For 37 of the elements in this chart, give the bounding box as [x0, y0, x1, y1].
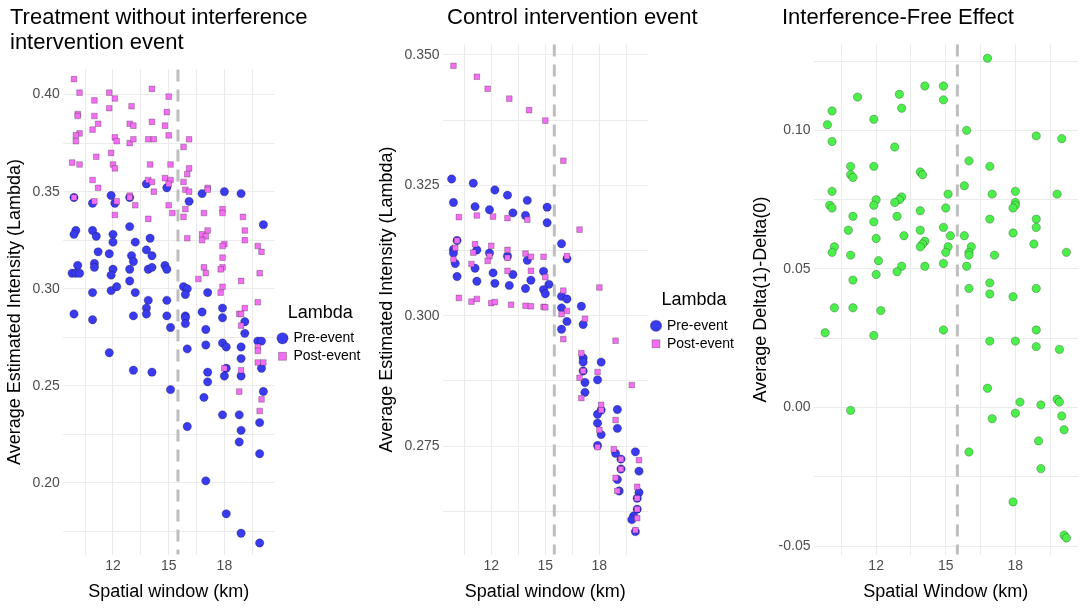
y-tick-label: 0.350 [404, 45, 440, 62]
y-tick-label: 0.30 [32, 279, 61, 296]
y-axis-title: Average Estimated Intensity (Lambda) [3, 159, 24, 465]
legend-label: Pre-event [293, 329, 355, 346]
x-tick-label: 18 [216, 556, 233, 573]
legend-label: Post-event [667, 334, 735, 351]
y-tick-label: 0.10 [783, 121, 811, 138]
y-tick-label: 0.00 [783, 398, 811, 415]
y-tick-label: 0.275 [404, 436, 440, 453]
y-tick-label: 0.325 [404, 176, 440, 193]
legend-label: Post-event [293, 347, 361, 364]
chart-title: Treatment without interference intervention event [9, 3, 309, 56]
x-axis-title: Spatial window (km) [464, 581, 626, 602]
x-tick-label: 12 [105, 556, 121, 573]
y-tick-label: 0.40 [32, 85, 61, 102]
x-tick-label: 15 [937, 556, 954, 573]
x-tick-label: 18 [1007, 556, 1024, 573]
y-tick-label: -0.05 [778, 537, 811, 554]
y-tick-label: 0.05 [783, 259, 811, 276]
y-tick-label: 0.300 [404, 306, 440, 323]
legend-title: Lambda [661, 289, 728, 310]
x-tick-label: 12 [483, 556, 500, 573]
x-axis-title: Spatial Window (km) [863, 581, 1029, 602]
chart-title: Interference-Free Effect [781, 3, 1015, 31]
y-tick-label: 0.35 [32, 182, 61, 199]
y-axis-title: Average Delta(1)-Delta(0) [749, 196, 770, 403]
x-tick-label: 15 [537, 556, 554, 573]
chart-title: Control intervention event [446, 3, 699, 31]
x-axis-title: Spatial window (km) [88, 581, 250, 602]
y-tick-label: 0.25 [32, 376, 61, 393]
x-tick-label: 15 [160, 556, 177, 573]
y-axis-title: Average Estimated Intensity (Lambda) [375, 146, 396, 453]
legend-title: Lambda [287, 301, 354, 322]
x-tick-label: 12 [868, 556, 885, 573]
y-tick-label: 0.20 [32, 473, 61, 490]
legend-label: Pre-event [667, 316, 728, 333]
x-tick-label: 18 [591, 556, 608, 573]
